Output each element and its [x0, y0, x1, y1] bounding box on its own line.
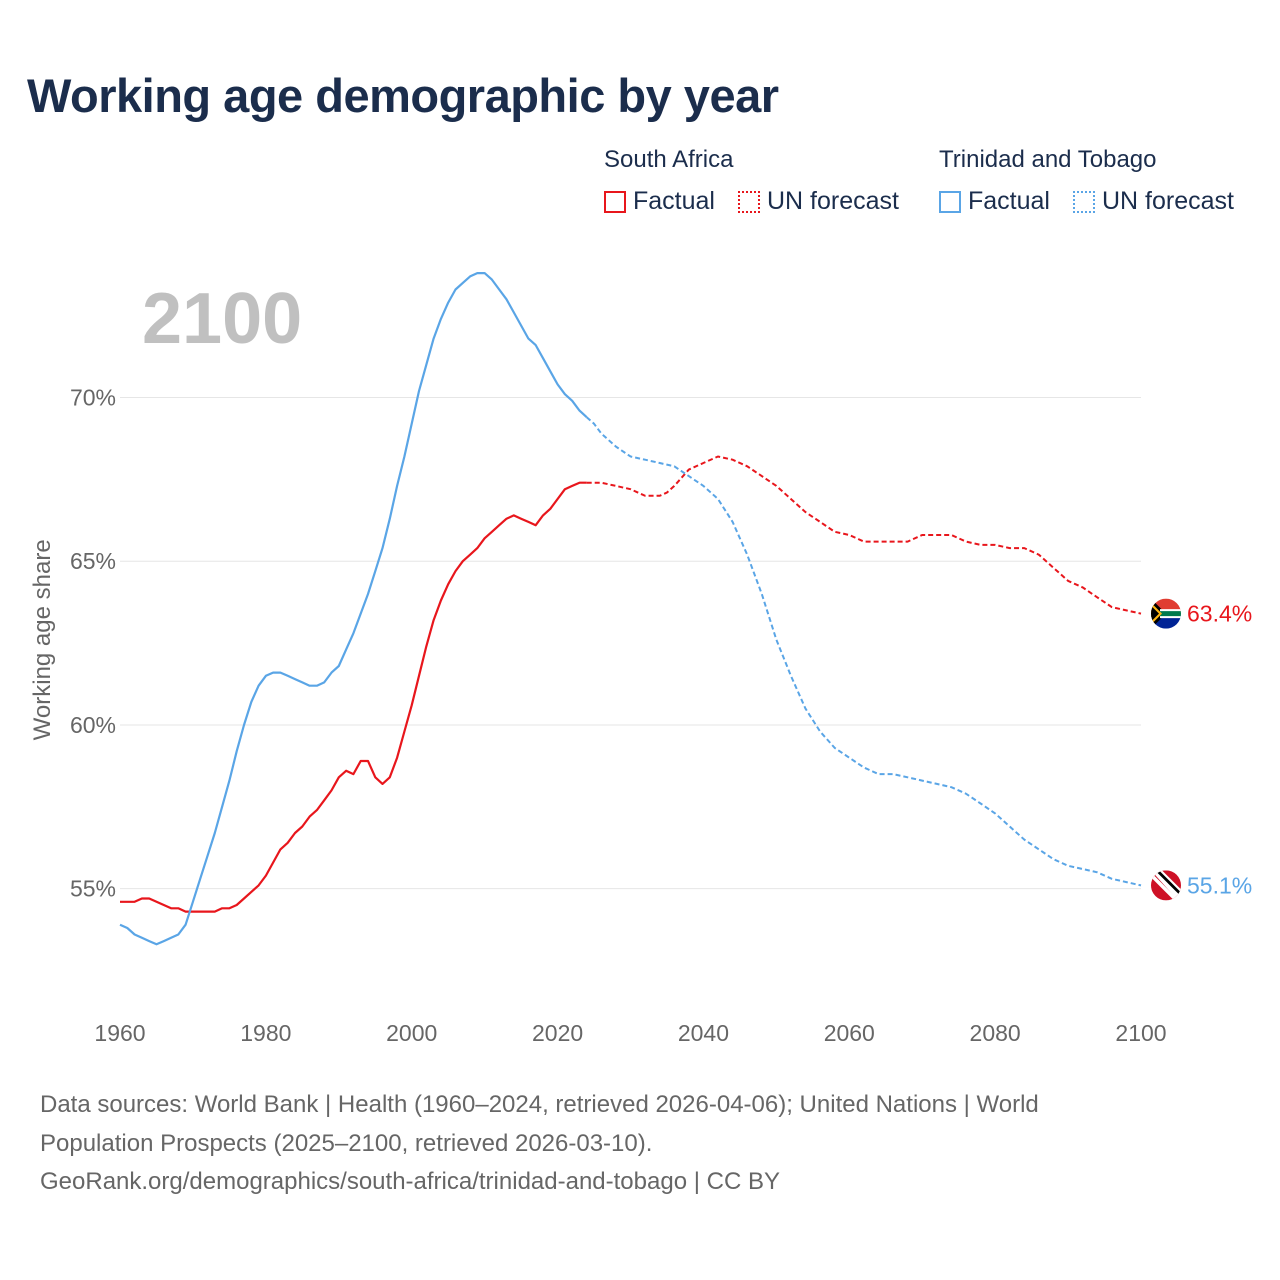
- x-tick-label: 1980: [240, 1020, 291, 1046]
- page-title: Working age demographic by year: [27, 69, 779, 122]
- sources-line-2: Population Prospects (2025–2100, retriev…: [40, 1129, 653, 1157]
- y-axis-ticks: 55% 60% 65% 70%: [70, 385, 116, 902]
- series-line-factual[interactable]: [120, 481, 587, 913]
- sources-line-3[interactable]: GeoRank.org/demographics/south-africa/tr…: [40, 1168, 780, 1195]
- x-tick-label: 2000: [386, 1020, 437, 1046]
- x-tick-label: 2100: [1115, 1020, 1166, 1046]
- legend-label: Factual: [968, 187, 1050, 215]
- gridlines: [120, 397, 1141, 890]
- end-label-trinidad-and-tobago: 55.1%: [1187, 872, 1252, 898]
- legend-swatch-solid: [939, 190, 961, 213]
- line-chart: 2100 Working age share 55% 60% 65% 70% 1960…: [29, 272, 1252, 1046]
- y-axis-label: Working age share: [29, 539, 56, 740]
- y-tick-label: 70%: [70, 385, 116, 411]
- data-sources: Data sources: World Bank | Health (1960–…: [40, 1086, 1240, 1202]
- legend-swatch-dotted: [738, 190, 760, 213]
- y-tick-label: 65%: [70, 548, 116, 574]
- x-tick-label: 2040: [678, 1020, 729, 1046]
- legend-item-south-africa-forecast[interactable]: UN forecast: [738, 187, 899, 216]
- legend-swatch-dotted: [1073, 190, 1095, 213]
- series-line-factual[interactable]: [119, 272, 588, 946]
- sources-line-1: Data sources: World Bank | Health (1960–…: [40, 1091, 1039, 1118]
- legend-item-trinidad-forecast[interactable]: UN forecast: [1073, 187, 1234, 216]
- series-lines: [119, 272, 1142, 946]
- end-label-south-africa: 63.4%: [1187, 601, 1252, 627]
- x-tick-label: 2020: [532, 1020, 583, 1046]
- legend-swatch-solid: [604, 190, 626, 213]
- south-africa-flag-icon: [1151, 598, 1181, 629]
- y-tick-label: 60%: [70, 712, 116, 738]
- legend-label: Factual: [633, 187, 715, 215]
- legend-item-trinidad-factual[interactable]: Factual: [939, 187, 1050, 216]
- x-tick-label: 2060: [824, 1020, 875, 1046]
- x-axis-ticks: 1960 1980 2000 2020 2040 2060 2080 2100: [94, 1020, 1166, 1046]
- series-line-forecast[interactable]: [586, 455, 1142, 615]
- legend-item-south-africa-factual[interactable]: Factual: [604, 187, 715, 216]
- legend-title-south-africa: South Africa: [604, 146, 734, 173]
- legend-label: UN forecast: [1102, 187, 1234, 215]
- legend-title-trinidad-and-tobago: Trinidad and Tobago: [939, 146, 1157, 173]
- y-tick-label: 55%: [70, 876, 116, 902]
- trinidad-and-tobago-flag-icon: [1151, 870, 1181, 901]
- end-markers: [1151, 598, 1181, 901]
- x-tick-label: 1960: [94, 1020, 145, 1046]
- series-line-forecast[interactable]: [586, 416, 1142, 887]
- x-tick-label: 2080: [970, 1020, 1021, 1046]
- legend-label: UN forecast: [767, 187, 899, 215]
- year-overlay: 2100: [142, 279, 302, 359]
